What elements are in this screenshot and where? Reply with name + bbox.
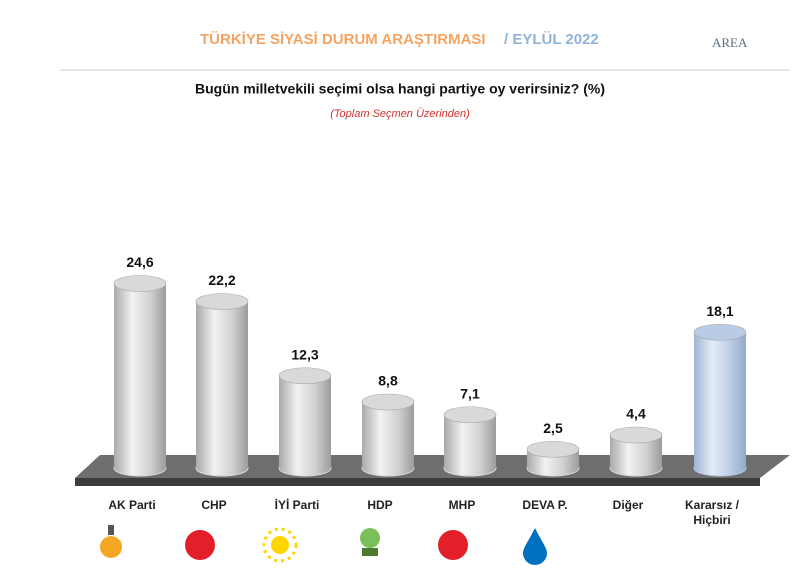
bar (196, 301, 248, 468)
category-label: MHP (448, 498, 476, 512)
category-label: DEVA P. (522, 498, 568, 512)
chart-title: Bugün milletvekili seçimi olsa hangi par… (195, 81, 605, 97)
value-label: 2,5 (543, 420, 563, 436)
bar-cap (113, 275, 167, 292)
icons (100, 525, 547, 565)
bar (444, 414, 496, 468)
bar (114, 283, 166, 468)
bar-cap (443, 406, 497, 424)
floor-edge (75, 478, 760, 486)
value-label: 22,2 (208, 272, 235, 288)
bar-cap (609, 426, 663, 444)
chart-subtitle: (Toplam Seçmen Üzerinden) (330, 108, 470, 120)
bar-cap (361, 393, 415, 411)
bar-cap (195, 293, 249, 310)
category-label: Diğer (612, 498, 644, 512)
category-label: Kararsız / Hiçbiri (684, 498, 740, 527)
category-label: HDP (367, 498, 393, 512)
bar-cap (693, 323, 747, 341)
bar (279, 375, 331, 468)
value-label: 24,6 (126, 254, 153, 270)
logo: AREA (712, 35, 748, 50)
value-label: 18,1 (706, 303, 733, 319)
bar-cap (278, 367, 332, 385)
header-title: TÜRKİYE SİYASİ DURUM ARAŞTIRMASI (200, 31, 486, 48)
bar (362, 402, 414, 468)
header-date: / EYLÜL 2022 (504, 31, 599, 48)
category-label: İYİ Parti (274, 498, 320, 512)
value-label: 12,3 (291, 346, 318, 362)
value-label: 4,4 (626, 406, 646, 422)
bar-cap (526, 440, 580, 458)
category-label: AK Parti (108, 498, 156, 512)
value-label: 7,1 (460, 385, 480, 401)
category-label: CHP (201, 498, 227, 512)
value-label: 8,8 (378, 373, 398, 389)
bar (694, 332, 746, 468)
floor (75, 455, 790, 478)
